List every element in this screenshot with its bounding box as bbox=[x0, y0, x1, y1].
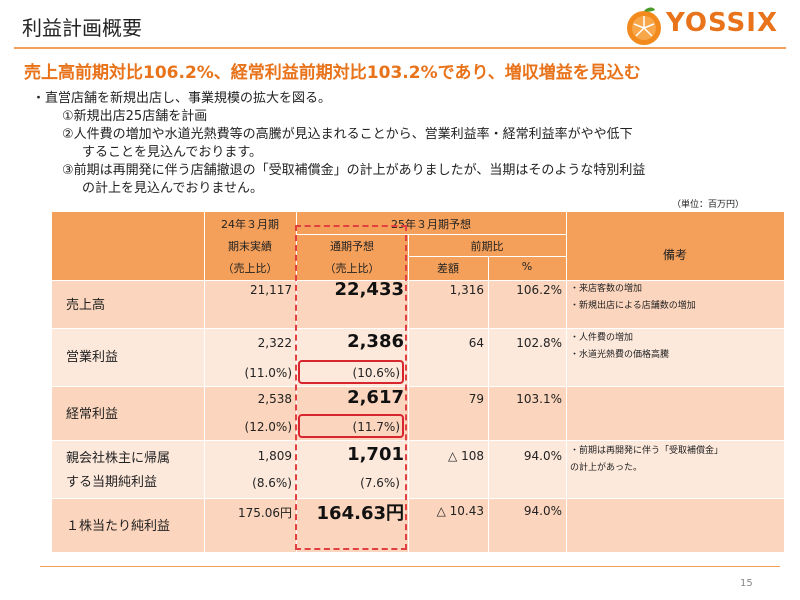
row-label: 経常利益 bbox=[66, 407, 119, 422]
cell-prev: 1,809 bbox=[257, 449, 292, 463]
header-forecast-group: 25年３月期予想 bbox=[391, 218, 471, 231]
company-logo: YOSSIX bbox=[622, 4, 792, 48]
header-prev-actual: 期末実績 bbox=[228, 240, 272, 253]
slide-title: 利益計画概要 bbox=[22, 16, 142, 40]
ordinary-margin-highlight bbox=[298, 414, 404, 438]
title-divider bbox=[14, 47, 786, 49]
header-prev-ratio: （売上比） bbox=[222, 262, 278, 275]
header-yoy: 前期比 bbox=[470, 240, 504, 253]
cell-diff: △ 108 bbox=[448, 449, 484, 463]
cell-pct: 103.1% bbox=[516, 392, 562, 406]
unit-label: （単位：百万円） bbox=[672, 200, 745, 210]
orange-fruit-icon bbox=[627, 7, 661, 45]
cell-diff: 64 bbox=[468, 336, 484, 350]
cell-note: ・来店客数の増加 bbox=[570, 284, 643, 294]
header-remarks: 備考 bbox=[662, 248, 687, 262]
bullet-item: することを見込んでおります。 bbox=[82, 145, 263, 160]
table-row-bg bbox=[52, 386, 784, 440]
cell-prev: 21,117 bbox=[250, 283, 292, 297]
cell-pct: 94.0% bbox=[523, 504, 562, 518]
bullet-item: ③前期は再開発に伴う店舗撤退の「受取補償金」の計上がありましたが、当期はそのよう… bbox=[62, 163, 646, 178]
cell-forecast-ratio: (7.6%) bbox=[360, 476, 400, 490]
cell-note: ・前期は再開発に伴う「受取補償金」 bbox=[570, 446, 724, 456]
headline: 売上高前期対比106.2%、経常利益前期対比103.2%であり、増収増益を見込む bbox=[24, 63, 641, 83]
table-row-bg bbox=[52, 498, 784, 552]
logo-text: YOSSIX bbox=[666, 8, 779, 38]
table-row-bg bbox=[52, 280, 784, 328]
bullet-item: ①新規出店25店舗を計画 bbox=[62, 109, 208, 124]
cell-forecast-ratio: (10.6%) bbox=[352, 366, 400, 380]
cell-forecast: 164.63円 bbox=[316, 503, 404, 524]
cell-note: ・人件費の増加 bbox=[570, 333, 634, 343]
row-label: 営業利益 bbox=[66, 350, 119, 365]
table-header-bg bbox=[52, 212, 784, 280]
bullet-list: ・直営店舗を新規出店し、事業規模の拡大を図る。 ①新規出店25店舗を計画 ②人件… bbox=[32, 90, 772, 198]
cell-note: の計上があった。 bbox=[570, 463, 643, 473]
cell-diff: 1,316 bbox=[449, 283, 484, 297]
cell-prev: 175.06円 bbox=[238, 506, 292, 520]
header-full-year-ratio: （売上比） bbox=[324, 262, 380, 275]
cell-prev-ratio: (12.0%) bbox=[244, 420, 292, 434]
cell-prev: 2,538 bbox=[257, 392, 292, 406]
forecast-column-highlight bbox=[295, 225, 407, 550]
bullet-item: ・直営店舗を新規出店し、事業規模の拡大を図る。 bbox=[32, 91, 332, 106]
cell-forecast: 1,701 bbox=[347, 444, 404, 465]
cell-note: ・新規出店による店舗数の増加 bbox=[570, 301, 696, 311]
cell-pct: 106.2% bbox=[516, 283, 562, 297]
cell-forecast: 2,617 bbox=[347, 387, 404, 408]
cell-pct: 94.0% bbox=[523, 449, 562, 463]
header-full-year: 通期予想 bbox=[330, 240, 374, 253]
row-label: する当期純利益 bbox=[66, 475, 158, 490]
cell-prev: 2,322 bbox=[257, 336, 292, 350]
bullet-item: の計上を見込んでおりません。 bbox=[82, 181, 263, 196]
cell-prev-ratio: (11.0%) bbox=[244, 366, 292, 380]
row-label: 売上高 bbox=[66, 298, 106, 313]
cell-pct: 102.8% bbox=[516, 336, 562, 350]
row-label: 親会社株主に帰属 bbox=[66, 451, 171, 466]
bullet-item: ②人件費の増加や水道光熱費等の高騰が見込まれることから、営業利益率・経常利益率が… bbox=[62, 127, 633, 142]
header-pct: % bbox=[521, 260, 533, 273]
row-label: １株当たり純利益 bbox=[66, 519, 171, 534]
cell-diff: 79 bbox=[468, 392, 484, 406]
table-row-bg bbox=[52, 328, 784, 386]
cell-forecast-ratio: (11.7%) bbox=[352, 420, 400, 434]
header-prev-year: 24年３月期 bbox=[221, 218, 279, 231]
cell-diff: △ 10.43 bbox=[436, 504, 484, 518]
operating-margin-highlight bbox=[298, 360, 404, 384]
cell-forecast: 22,433 bbox=[334, 279, 404, 300]
cell-prev-ratio: (8.6%) bbox=[252, 476, 292, 490]
footer-divider bbox=[40, 566, 780, 567]
cell-note: ・水道光熱費の価格高騰 bbox=[570, 350, 670, 360]
table-row-bg bbox=[52, 440, 784, 498]
header-diff: 差額 bbox=[437, 262, 459, 275]
page-number: 15 bbox=[740, 578, 753, 589]
cell-forecast: 2,386 bbox=[347, 331, 404, 352]
